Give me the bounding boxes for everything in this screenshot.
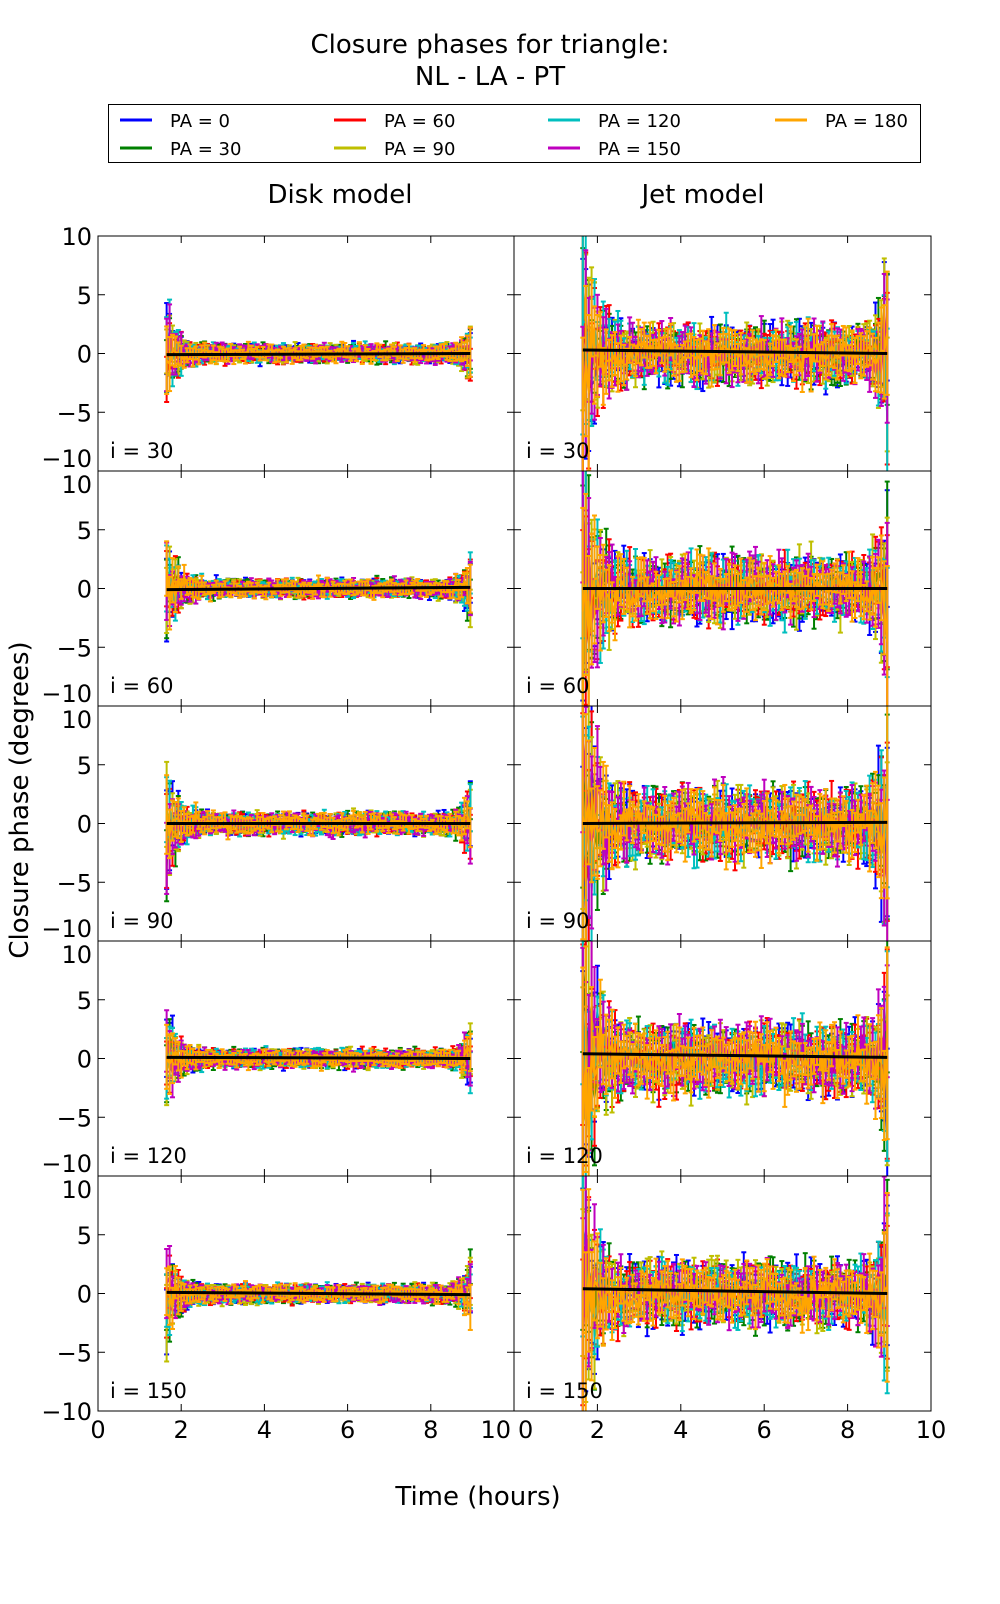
column-title-disk: Disk model [267,180,412,210]
model-line [167,354,471,355]
y-tick-label: −5 [57,399,92,427]
panel-disk-i30: 10 5 0 −5 −10 i = 30 [41,223,514,473]
chart-title: Closure phases for triangle: [311,30,670,60]
error-bars-pa90 [580,169,889,451]
panel-data [164,300,473,402]
legend-label: PA = 60 [384,111,455,132]
panel-data [580,169,889,504]
y-tick-label: −10 [41,445,92,473]
column-title-jet: Jet model [639,180,764,210]
error-bars-pa0 [164,303,473,377]
chart-subtitle: NL - LA - PT [415,62,565,92]
legend-label: PA = 120 [598,111,681,132]
legend-label: PA = 0 [170,111,230,132]
legend-label: PA = 90 [384,139,455,160]
panel-jet-i30: i = 30 [514,169,931,504]
inclination-label: i = 30 [110,439,174,463]
legend-label: PA = 30 [170,139,241,160]
legend-label: PA = 150 [598,139,681,160]
legend-label: PA = 180 [825,111,908,132]
y-tick-label: 0 [77,341,92,369]
y-tick-label: 5 [77,282,92,310]
y-tick-label: 10 [61,223,92,251]
inclination-label: i = 30 [526,439,590,463]
panel-data [164,541,473,641]
